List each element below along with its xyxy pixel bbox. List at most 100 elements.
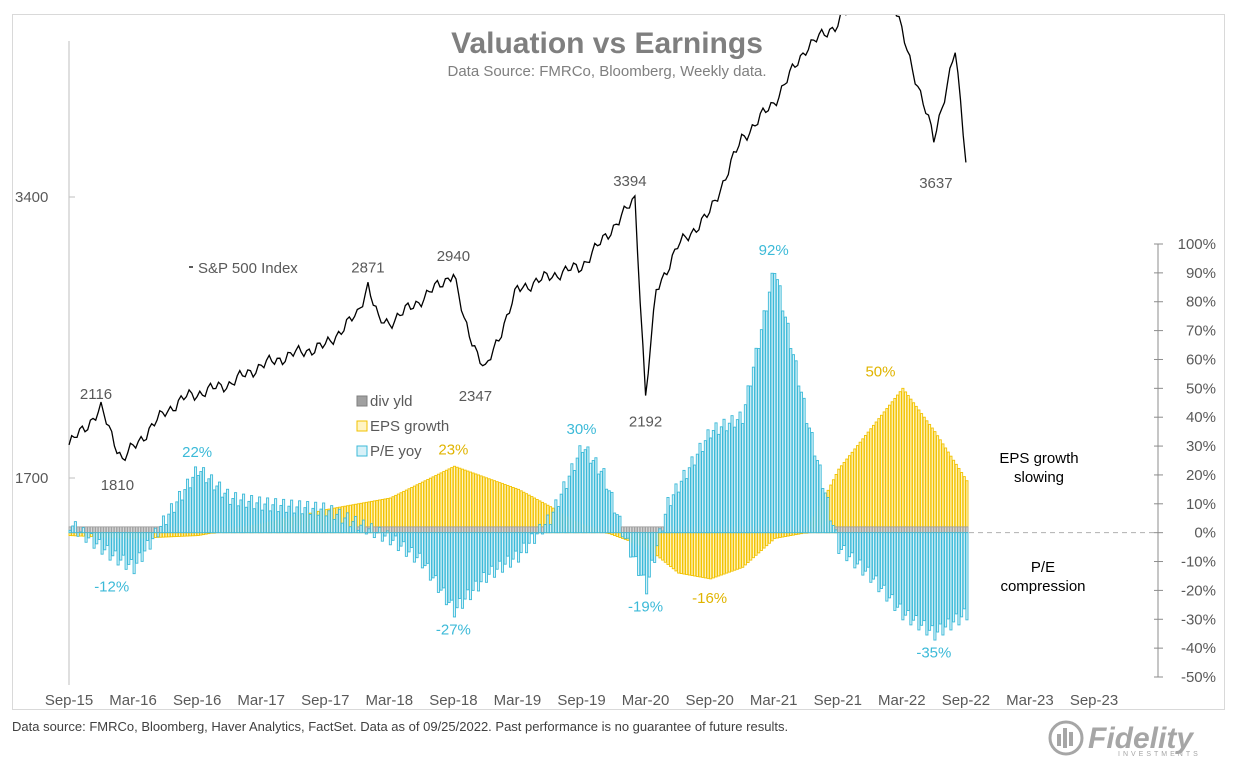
legend-label: div yld	[370, 393, 413, 410]
pe-yoy-bar	[514, 532, 518, 552]
pe-yoy-bar	[575, 457, 579, 534]
pe-yoy-bar	[954, 532, 958, 615]
pe-yoy-bar	[95, 532, 99, 545]
div-yld-bar	[113, 526, 117, 534]
sp500-value-label: 2116	[80, 386, 112, 403]
eps-growth-slowing-line1: EPS growth	[999, 450, 1078, 467]
pe-yoy-bar	[880, 532, 884, 589]
eps-growth-bar	[434, 475, 438, 534]
div-yld-bar	[474, 526, 478, 534]
right-axis-tick-label: -40%	[1181, 640, 1216, 657]
pe-yoy-bar	[250, 495, 254, 534]
pe-yoy-bar	[292, 512, 296, 534]
pe-yoy-bar	[570, 463, 574, 534]
pe-yoy-bar	[647, 532, 651, 578]
eps-growth-bar	[917, 409, 921, 534]
eps-growth-bar	[663, 532, 667, 563]
div-yld-bar	[388, 526, 392, 534]
pe-yoy-bar	[863, 532, 868, 572]
div-yld-bar	[901, 526, 905, 534]
eps-growth-bar	[471, 472, 475, 534]
eps-growth-bar	[666, 532, 670, 565]
eps-growth-bar	[495, 481, 499, 534]
pe-yoy-bar	[533, 532, 537, 544]
pe-yoy-bar	[431, 532, 435, 579]
eps-growth-bar	[71, 532, 75, 537]
eps-growth-bar	[706, 532, 710, 579]
pe-yoy-bar	[722, 418, 726, 534]
pe-yoy-bar	[626, 532, 630, 539]
eps-growth-bar	[701, 532, 705, 578]
pe-yoy-bar	[813, 455, 817, 534]
div-yld-bar	[383, 526, 387, 534]
pe-yoy-bar	[759, 329, 763, 534]
div-yld-bar	[621, 526, 625, 534]
div-yld-bar	[946, 526, 950, 534]
div-yld-bar	[653, 526, 657, 534]
pe-yoy-bar	[957, 532, 961, 626]
div-yld-bar	[912, 526, 916, 534]
pe-yoy-bar	[847, 532, 852, 558]
pe-yoy-bar	[837, 532, 841, 554]
pe-yoy-bar	[749, 385, 753, 534]
pe-yoy-bar	[383, 532, 387, 537]
pe-yoy-bar	[132, 532, 136, 575]
x-axis-tick-label: Sep-18	[429, 692, 477, 709]
div-yld-bar	[129, 526, 133, 534]
eps-growth-bar	[450, 467, 454, 534]
div-yld-bar	[623, 526, 627, 534]
pe-yoy-bar	[276, 511, 280, 534]
pe-yoy-bar	[218, 481, 222, 534]
pe-yoy-bar	[866, 532, 870, 568]
pe-yoy-bar	[279, 505, 283, 534]
pe-yoy-bar	[698, 442, 702, 534]
x-axis-tick-label: Mar-18	[366, 692, 414, 709]
div-yld-bar	[127, 526, 131, 534]
eps-growth-bar	[452, 465, 456, 534]
pe-yoy-bar	[263, 503, 267, 534]
pe-yoy-bar	[380, 532, 384, 542]
div-yld-bar	[944, 526, 948, 534]
pe-yoy-bar	[290, 499, 294, 534]
pe-yoy-bar	[348, 526, 352, 534]
div-yld-bar	[519, 526, 523, 534]
eps-growth-bar	[930, 427, 934, 534]
eps-growth-bar	[466, 470, 470, 534]
pe-yoy-bar	[642, 532, 646, 576]
pe-yoy-bar	[468, 532, 472, 601]
div-yld-bar	[500, 526, 505, 534]
pe-yoy-bar	[586, 446, 590, 534]
div-yld-bar	[965, 526, 969, 534]
pe-yoy-bar	[202, 467, 206, 534]
eps-growth-bar	[468, 471, 472, 534]
pe-yoy-bar	[287, 505, 291, 534]
pe-yoy-bar	[925, 532, 929, 636]
pe-yoy-bar	[306, 501, 310, 534]
pe-yoy-bar	[810, 432, 814, 534]
eps-growth-bar	[839, 465, 844, 534]
pe-yoy-bar	[511, 532, 515, 560]
sp500-value-label: 2347	[459, 388, 492, 405]
eps-growth-bar	[428, 477, 432, 534]
pe-yoy-bar	[524, 532, 529, 554]
pe-yoy-bar	[386, 530, 390, 534]
pe-yoy-bar	[743, 404, 747, 534]
div-yld-bar	[922, 526, 926, 534]
pe-yoy-bar	[938, 532, 942, 625]
pe-yoy-bar	[466, 532, 470, 591]
pe-yoy-bar	[685, 478, 689, 534]
div-yld-bar	[925, 526, 929, 534]
right-axis-tick-label: 40%	[1186, 409, 1216, 426]
eps-growth-bar	[778, 532, 782, 538]
pe-yoy-bar	[220, 496, 224, 534]
pe-yoy-bar	[108, 532, 112, 561]
pe-yoy-bar	[100, 532, 104, 555]
pe-yoy-bar	[786, 322, 790, 534]
pe-yoy-bar	[530, 532, 534, 535]
pe-yoy-bar	[930, 532, 934, 627]
div-yld-bar	[156, 526, 160, 534]
pe-yoy-bar	[450, 532, 454, 601]
pe-yoy-bar	[815, 460, 819, 534]
pe-yoy-bar	[823, 492, 827, 534]
pe-yoy-bar	[623, 532, 627, 539]
